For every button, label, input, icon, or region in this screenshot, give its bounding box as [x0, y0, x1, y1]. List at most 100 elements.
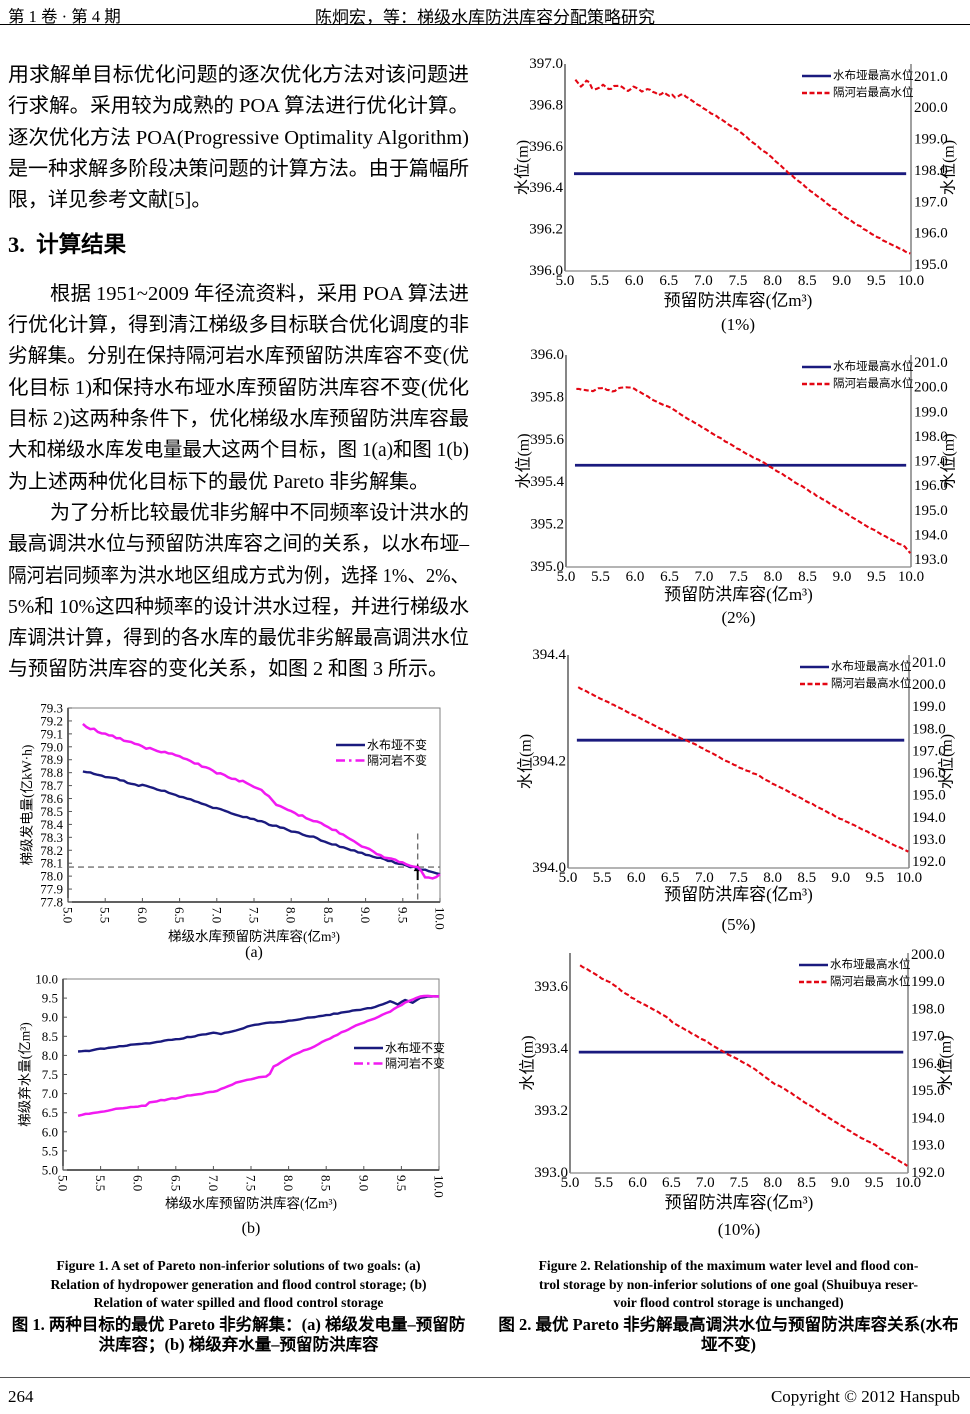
x-tick-label: 9.0: [832, 273, 851, 289]
y-tick-label: 78.7: [40, 778, 63, 793]
y2-tick-label: 199.0: [914, 132, 948, 148]
figure2-caption: Figure 2. Relationship of the maximum wa…: [497, 1257, 960, 1356]
x-tick-label: 6.0: [627, 870, 646, 886]
y-tick-label: 7.0: [42, 1086, 58, 1101]
y-tick-label: 5.5: [42, 1143, 58, 1158]
y-tick-label: 77.8: [40, 895, 63, 910]
caption-line: 洪库容；(b) 梯级弃水量–预留防洪库容: [98, 1335, 379, 1355]
series-隔河岩不变: [77, 994, 439, 1118]
y2-tick-label: 201.0: [912, 655, 946, 671]
text-line: 行优化计算，得到清江梯级多目标联合优化调度的非: [8, 314, 470, 337]
x-tick-label: 5.0: [557, 569, 576, 585]
series-水布垭不变: [82, 770, 441, 876]
x-tick-label: 7.5: [729, 273, 748, 289]
y2-tick-label: 193.0: [914, 552, 948, 568]
x-tick-label: 6.0: [135, 907, 150, 923]
y2-axis-title: 水位(m): [940, 140, 958, 195]
series-水布垭不变: [77, 995, 440, 1053]
x-tick-label: 10.0: [433, 907, 448, 930]
x-tick-label: 10.0: [898, 569, 924, 585]
x-axis-title: 梯级水库预留防洪库容(亿m³): [168, 928, 340, 944]
x-tick-label: 9.0: [356, 1175, 371, 1191]
paragraph-2: 根据 1951~2009 年径流资料，采用 POA 算法进行优化计算，得到清江梯…: [8, 279, 469, 498]
x-tick-label: 8.0: [763, 870, 782, 886]
y2-tick-label: 196.0: [914, 478, 948, 494]
y-tick-label: 393.2: [534, 1103, 568, 1119]
y-tick-label: 396.6: [529, 139, 563, 155]
x-tick-label: 8.0: [281, 1175, 296, 1191]
text-line: 根据 1951~2009 年径流资料，采用 POA 算法进: [50, 282, 469, 305]
x-tick-label: 8.0: [764, 569, 783, 585]
x-tick-label: 10.0: [895, 1175, 921, 1191]
y-tick-label: 395.4: [530, 474, 564, 490]
x-tick-label: 5.5: [593, 870, 612, 886]
chart-p10: 393.0 393.2 393.4 393.6 192.0 193.0 194.0 195.0…: [519, 947, 955, 1239]
y2-tick-label: 198.0: [912, 721, 946, 737]
series-隔河岩最高水位: [576, 386, 912, 554]
chart-p5: 394.0 394.2 394.4 192.0 193.0 194.0 195.0 196.0…: [517, 647, 956, 934]
figure1-caption-zh: 图 1. 两种目标的最优 Pareto 非劣解集：(a) 梯级发电量–预留防 洪库…: [8, 1315, 469, 1356]
y2-tick-label: 196.0: [911, 1056, 945, 1072]
y-tick-label: 395.6: [530, 432, 564, 448]
text-line: 库调洪计算，得到的各水库的最优非劣解最高调洪水位: [8, 627, 469, 650]
y-tick-label: 79.2: [40, 713, 63, 728]
x-tick-label: 9.5: [395, 907, 410, 923]
y-tick-label: 396.2: [529, 222, 563, 238]
y-tick-label: 8.0: [42, 1048, 58, 1063]
y2-tick-label: 198.0: [914, 163, 948, 179]
caption-line: Relation of hydropower generation and fl…: [50, 1276, 427, 1292]
y-tick-label: 397.0: [529, 56, 563, 72]
y-tick-label: 78.0: [40, 869, 63, 884]
x-tick-label: 9.0: [831, 1175, 850, 1191]
y-axis-title: 水位(m): [515, 433, 533, 488]
y2-tick-label: 195.0: [912, 788, 946, 804]
y2-tick-label: 198.0: [911, 1001, 945, 1017]
y-axis-title: 梯级发电量(亿kW·h): [20, 745, 35, 866]
y-tick-label: 9.0: [42, 1010, 58, 1025]
y-tick-label: 394.0: [532, 860, 566, 876]
header-issue: 第 1 卷 · 第 4 期: [8, 7, 121, 26]
x-tick-label: 5.0: [556, 273, 575, 289]
y-tick-label: 78.2: [40, 843, 63, 858]
y2-tick-label: 200.0: [912, 677, 946, 693]
x-tick-label: 5.0: [561, 1175, 580, 1191]
y-tick-label: 78.5: [40, 804, 63, 819]
figure2-caption-zh: 图 2. 最优 Pareto 非劣解最高调洪水位与预留防洪库容关系(水布 垭不变): [497, 1315, 960, 1356]
y2-tick-label: 200.0: [914, 380, 948, 396]
chart-sublabel: (b): [242, 1220, 261, 1237]
y-axis-title: 水位(m): [517, 734, 535, 789]
y2-tick-label: 195.0: [911, 1083, 945, 1099]
y-tick-label: 77.9: [40, 882, 63, 897]
y2-tick-label: 199.0: [914, 404, 948, 420]
section-heading: 3. 计算结果: [8, 232, 127, 257]
y2-tick-label: 194.0: [914, 527, 948, 543]
text-line: 隔河岩同频率为洪水地区组成方式为例，选择 1%、2%、: [8, 564, 470, 587]
chart-sublabel: (2%): [722, 608, 756, 627]
x-tick-label: 7.0: [695, 569, 714, 585]
x-tick-label: 5.0: [56, 1175, 71, 1191]
y-axis-title: 水位(m): [519, 1035, 537, 1090]
series-隔河岩最高水位: [577, 686, 909, 853]
x-tick-label: 7.0: [695, 870, 714, 886]
x-tick-label: 8.0: [284, 907, 299, 923]
chart-sublabel: (10%): [718, 1220, 760, 1239]
x-tick-label: 8.5: [798, 569, 817, 585]
x-tick-label: 9.5: [865, 1175, 884, 1191]
legend-label: 隔河岩最高水位: [830, 974, 911, 988]
footer-rule: [0, 1377, 970, 1378]
legend-label: 水布垭不变: [385, 1040, 445, 1055]
chart-a: 77.877.978.078.178.278.378.478.578.678.7…: [20, 701, 448, 962]
y-tick-label: 78.1: [40, 856, 63, 871]
y2-tick-label: 196.0: [912, 766, 946, 782]
x-tick-label: 7.0: [209, 907, 224, 923]
y-tick-label: 394.4: [532, 647, 566, 663]
x-tick-label: 7.0: [694, 273, 713, 289]
legend-label: 水布垭不变: [367, 737, 427, 752]
x-tick-label: 5.5: [98, 907, 113, 923]
x-tick-label: 9.0: [831, 870, 850, 886]
x-tick-label: 8.5: [798, 273, 817, 289]
x-tick-label: 6.5: [662, 1175, 681, 1191]
y2-tick-label: 193.0: [911, 1138, 945, 1154]
figure1-caption: Figure 1. A set of Pareto non-inferior s…: [8, 1257, 469, 1356]
